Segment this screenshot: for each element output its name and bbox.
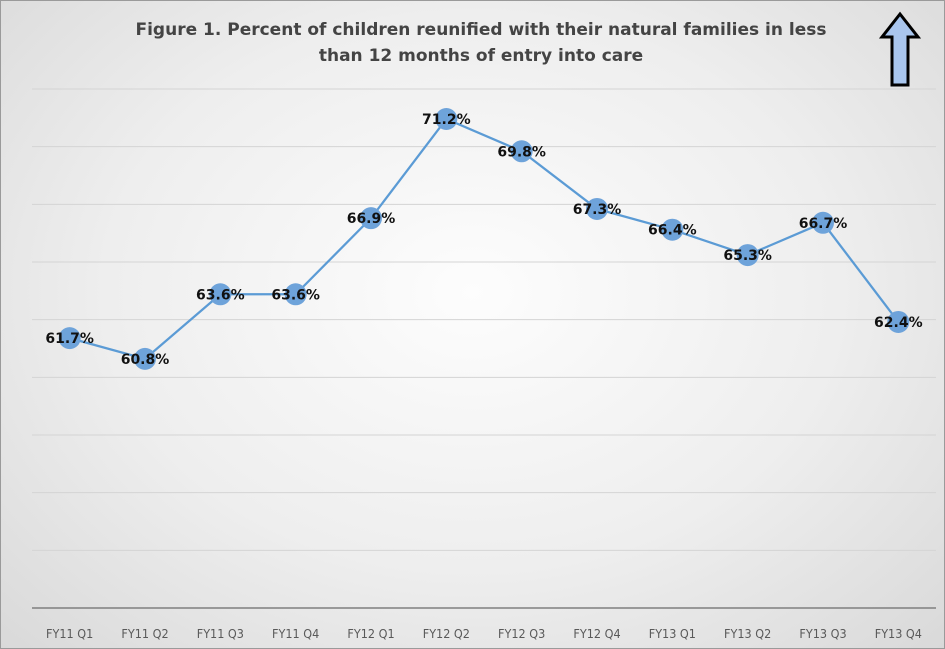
x-tick-label: FY13 Q2 <box>724 626 771 641</box>
x-tick-label: FY11 Q3 <box>197 626 244 641</box>
data-point <box>134 347 156 370</box>
data-point <box>586 197 608 220</box>
data-labels: 61.7% 60.8% 63.6% 63.6% 66.9% 71.2% 69.8% 67.3%… <box>45 112 922 368</box>
x-tick-label: FY11 Q2 <box>121 626 168 641</box>
data-point <box>209 283 232 306</box>
up-arrow-icon <box>879 11 921 87</box>
data-point <box>360 207 382 230</box>
data-point <box>812 211 834 234</box>
data-label: 67.3% <box>573 202 622 218</box>
data-point <box>887 310 910 333</box>
chart-title: Figure 1. Percent of children reunified … <box>101 17 861 69</box>
chart-title-line-2: than 12 months of entry into care <box>318 46 644 66</box>
data-point <box>58 327 81 350</box>
data-point <box>284 283 307 306</box>
series-line <box>69 117 900 361</box>
data-points <box>58 107 910 370</box>
data-point <box>435 107 458 130</box>
x-tick-labels: FY11 Q1 FY11 Q2 FY11 Q3 FY11 Q4 FY12 Q1 FY12 … <box>46 626 922 641</box>
data-point <box>736 244 759 267</box>
x-tick-label: FY12 Q2 <box>423 626 470 641</box>
data-label: 69.8% <box>497 144 546 160</box>
gridlines <box>32 88 936 551</box>
x-tick-label: FY12 Q1 <box>347 626 394 641</box>
data-label: 63.6% <box>271 287 320 303</box>
chart-title-line-1: Figure 1. Percent of children reunified … <box>135 20 827 40</box>
x-tick-label: FY13 Q1 <box>649 626 696 641</box>
data-point <box>661 218 684 241</box>
x-tick-label: FY13 Q4 <box>875 626 922 641</box>
x-tick-label: FY13 Q3 <box>799 626 846 641</box>
data-point <box>510 140 533 163</box>
data-label: 60.8% <box>121 352 170 368</box>
series-line-group <box>69 117 900 361</box>
data-label: 66.4% <box>648 223 697 239</box>
data-label: 62.4% <box>874 315 923 331</box>
data-label: 65.3% <box>723 248 772 264</box>
x-tick-label: FY11 Q4 <box>272 626 319 641</box>
x-tick-label: FY12 Q4 <box>573 626 620 641</box>
x-tick-label: FY11 Q1 <box>46 626 93 641</box>
data-label: 71.2% <box>422 112 471 128</box>
data-label: 66.7% <box>799 216 848 232</box>
data-label: 66.9% <box>347 211 396 227</box>
data-label: 63.6% <box>196 287 245 303</box>
x-tick-label: FY12 Q3 <box>498 626 545 641</box>
data-label: 61.7% <box>45 331 94 347</box>
